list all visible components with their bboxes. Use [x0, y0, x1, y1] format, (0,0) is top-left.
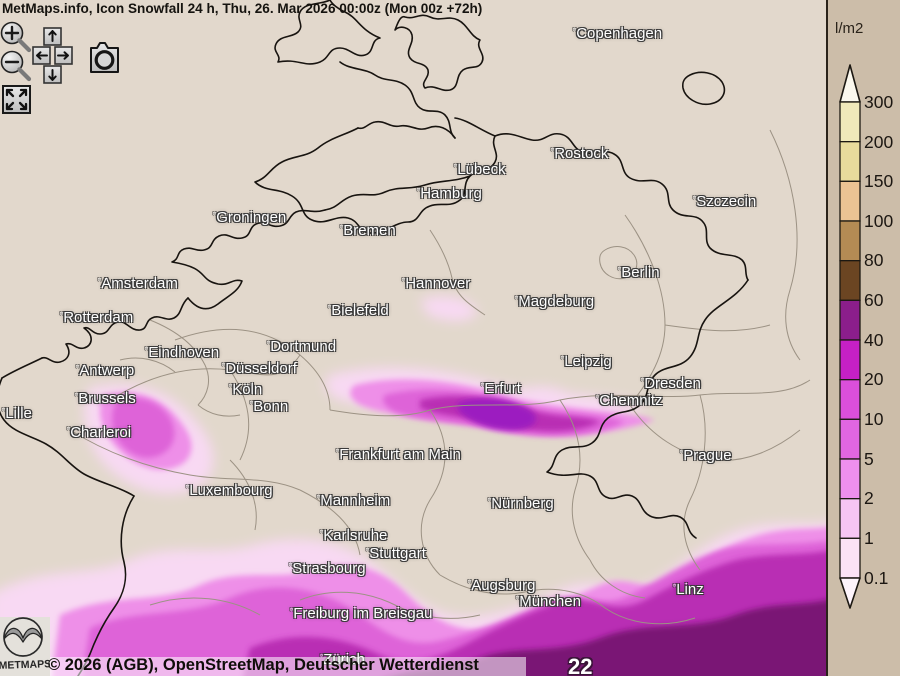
svg-text:20: 20 — [864, 369, 884, 389]
svg-text:0.1: 0.1 — [864, 568, 888, 588]
svg-text:80: 80 — [864, 250, 884, 270]
svg-text:5: 5 — [864, 449, 874, 469]
svg-text:300: 300 — [864, 92, 893, 112]
svg-text:METMAPS: METMAPS — [0, 658, 50, 672]
svg-text:1: 1 — [864, 528, 874, 548]
svg-text:100: 100 — [864, 211, 893, 231]
svg-text:40: 40 — [864, 330, 884, 350]
svg-text:200: 200 — [864, 132, 893, 152]
svg-text:150: 150 — [864, 171, 893, 191]
svg-text:60: 60 — [864, 290, 884, 310]
svg-text:2: 2 — [864, 488, 874, 508]
svg-text:10: 10 — [864, 409, 884, 429]
